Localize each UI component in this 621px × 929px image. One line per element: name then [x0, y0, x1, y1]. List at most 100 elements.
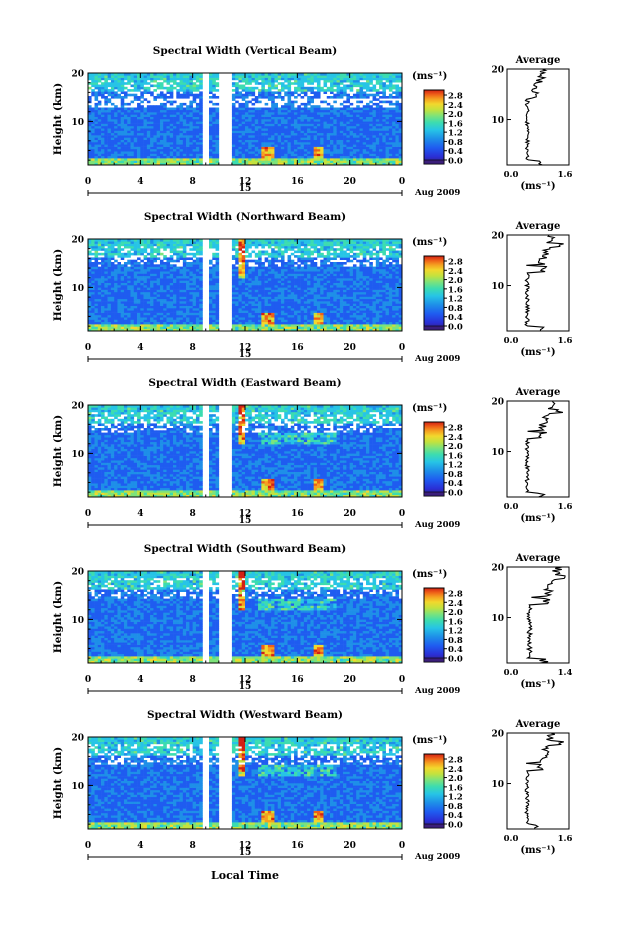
panel-title: Spectral Width (Westward Beam) [147, 709, 343, 721]
average-y-tick-label: 20 [491, 398, 504, 408]
x-tick-label: 20 [343, 841, 356, 851]
colorbar-unit: (ms⁻¹) [412, 403, 447, 414]
panel-1: Spectral Width (Vertical Beam) 20 10 Height… [52, 45, 572, 198]
x-tick-label: 0 [399, 509, 405, 519]
x-tick-label: 4 [137, 841, 143, 851]
y-tick-label: 20 [71, 70, 84, 80]
panel-5: Spectral Width (Westward Beam) 20 10 Height… [52, 709, 572, 862]
average-x-tick-label: 1.6 [558, 502, 573, 512]
average-frame [507, 235, 569, 331]
average-title: Average [515, 387, 561, 398]
date-center-label: 15 [239, 516, 252, 526]
colorbar [424, 422, 444, 496]
average-x-tick-label: 1.4 [558, 668, 573, 678]
colorbar-tick-label: 0.0 [448, 323, 463, 333]
average-title: Average [515, 553, 561, 564]
average-x-label: (ms⁻¹) [520, 181, 555, 192]
x-tick-label: 8 [190, 841, 196, 851]
x-tick-label: 0 [85, 841, 91, 851]
average-x-label: (ms⁻¹) [520, 513, 555, 524]
average-title: Average [515, 719, 561, 730]
x-tick-label: 8 [190, 177, 196, 187]
x-tick-label: 8 [190, 343, 196, 353]
average-x-label: (ms⁻¹) [520, 679, 555, 690]
y-tick-label: 20 [71, 402, 84, 412]
y-tick-label: 10 [71, 782, 84, 792]
colorbar-min [424, 160, 444, 164]
x-tick-label: 16 [291, 675, 304, 685]
y-axis-label: Height (km) [52, 415, 64, 487]
x-tick-label: 20 [343, 177, 356, 187]
x-tick-label: 4 [137, 675, 143, 685]
heatmap [88, 239, 402, 331]
colorbar-min [424, 658, 444, 662]
y-tick-label: 10 [71, 118, 84, 128]
date-center-label: 15 [239, 184, 252, 194]
colorbar-unit: (ms⁻¹) [412, 735, 447, 746]
colorbar-tick-label: 0.0 [448, 157, 463, 167]
average-frame [507, 733, 569, 829]
x-tick-label: 4 [137, 177, 143, 187]
panel-2: Spectral Width (Northward Beam)2010Heigh… [52, 211, 572, 364]
date-label: Aug 2009 [414, 520, 460, 530]
y-tick-label: 20 [71, 568, 84, 578]
date-center-label: 15 [239, 682, 252, 692]
x-tick-label: 0 [399, 177, 405, 187]
average-title: Average [515, 221, 561, 232]
y-tick-label: 20 [71, 236, 84, 246]
date-label: Aug 2009 [414, 686, 460, 696]
x-axis-label: Local Time [211, 869, 279, 882]
average-x-label: (ms⁻¹) [520, 845, 555, 856]
panel-title: Spectral Width (Vertical Beam) [153, 45, 337, 57]
y-tick-label: 10 [71, 450, 84, 460]
x-tick-label: 8 [190, 509, 196, 519]
colorbar [424, 256, 444, 330]
x-tick-label: 16 [291, 509, 304, 519]
y-axis-label: Height (km) [52, 83, 64, 155]
y-axis-label: Height (km) [52, 249, 64, 321]
average-frame [507, 401, 569, 497]
average-title: Average [515, 55, 561, 66]
x-tick-label: 20 [343, 675, 356, 685]
date-label: Aug 2009 [414, 188, 460, 198]
colorbar-unit: (ms⁻¹) [412, 71, 447, 82]
panel-4: Spectral Width (Southward Beam) 20 10 Heigh… [52, 543, 572, 696]
colorbar-min [424, 824, 444, 828]
average-x-tick-label: 0.0 [504, 502, 519, 512]
average-y-tick-label: 10 [491, 116, 504, 126]
average-x-tick-label: 0.0 [504, 834, 519, 844]
colorbar [424, 588, 444, 662]
average-x-tick-label: 0.0 [504, 336, 519, 346]
colorbar-unit: (ms⁻¹) [412, 237, 447, 248]
colorbar-tick-label: 0.0 [448, 821, 463, 831]
average-x-tick-label: 1.6 [558, 170, 573, 180]
panel-3: Spectral Width (Eastward Beam)2010Height… [52, 377, 572, 530]
x-tick-label: 4 [137, 509, 143, 519]
colorbar-tick-label: 0.0 [448, 655, 463, 665]
date-center-label: 15 [239, 848, 252, 858]
colorbar [424, 754, 444, 828]
heatmap [88, 405, 402, 497]
x-tick-label: 16 [291, 841, 304, 851]
panel-title: Spectral Width (Southward Beam) [144, 543, 346, 555]
y-axis-label: Height (km) [52, 747, 64, 819]
average-y-tick-label: 20 [491, 730, 504, 740]
date-label: Aug 2009 [414, 852, 460, 862]
x-tick-label: 0 [399, 675, 405, 685]
y-axis-label: Height (km) [52, 581, 64, 653]
average-y-tick-label: 10 [491, 448, 504, 458]
x-tick-label: 16 [291, 343, 304, 353]
x-tick-label: 0 [399, 343, 405, 353]
average-x-tick-label: 1.6 [558, 336, 573, 346]
x-tick-label: 8 [190, 675, 196, 685]
colorbar [424, 90, 444, 164]
average-y-tick-label: 10 [491, 614, 504, 624]
average-frame [507, 567, 569, 663]
x-tick-label: 0 [85, 177, 91, 187]
average-x-tick-label: 0.0 [504, 170, 519, 180]
average-y-tick-label: 20 [491, 66, 504, 76]
x-tick-label: 20 [343, 343, 356, 353]
average-x-tick-label: 0.0 [504, 668, 519, 678]
colorbar-min [424, 492, 444, 496]
